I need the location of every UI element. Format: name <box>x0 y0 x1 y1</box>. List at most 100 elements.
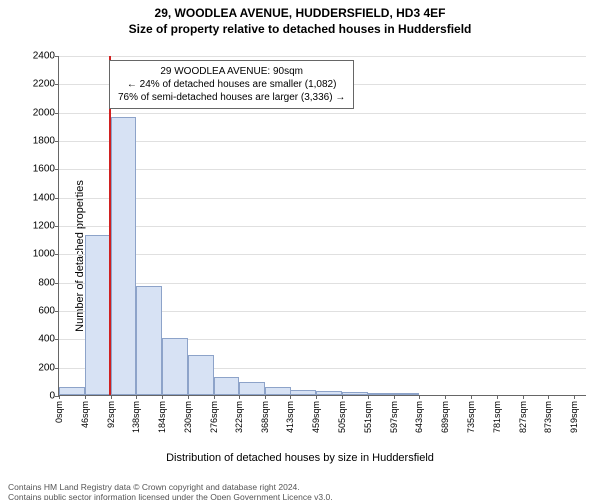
x-tick-label: 689sqm <box>440 401 450 433</box>
x-tick-label: 230sqm <box>183 401 193 433</box>
x-tick-label: 459sqm <box>311 401 321 433</box>
x-tick-mark <box>445 395 446 399</box>
y-tick-label: 2200 <box>33 79 55 90</box>
x-tick-label: 505sqm <box>337 401 347 433</box>
x-tick-mark <box>214 395 215 399</box>
y-tick-label: 1600 <box>33 164 55 175</box>
y-tick-mark <box>55 56 59 57</box>
y-tick-label: 1800 <box>33 136 55 147</box>
histogram-bar <box>111 117 137 395</box>
y-tick-mark <box>55 198 59 199</box>
x-tick-label: 919sqm <box>569 401 579 433</box>
x-tick-mark <box>316 395 317 399</box>
x-tick-mark <box>394 395 395 399</box>
x-tick-mark <box>574 395 575 399</box>
x-tick-label: 781sqm <box>492 401 502 433</box>
x-tick-label: 735sqm <box>466 401 476 433</box>
x-tick-mark <box>497 395 498 399</box>
histogram-bar <box>394 393 420 395</box>
x-tick-mark <box>162 395 163 399</box>
x-tick-label: 322sqm <box>234 401 244 433</box>
annotation-line-1: 29 WOODLEA AVENUE: 90sqm <box>118 65 345 78</box>
x-tick-mark <box>265 395 266 399</box>
grid-line <box>59 198 586 199</box>
x-tick-label: 46sqm <box>80 401 90 428</box>
y-tick-label: 200 <box>38 362 55 373</box>
y-tick-mark <box>55 226 59 227</box>
y-tick-mark <box>55 339 59 340</box>
y-tick-label: 1400 <box>33 192 55 203</box>
x-tick-label: 138sqm <box>131 401 141 433</box>
y-tick-mark <box>55 283 59 284</box>
y-tick-mark <box>55 141 59 142</box>
plot-area: 0200400600800100012001400160018002000220… <box>58 56 586 396</box>
chart-wrap: Number of detached properties 0200400600… <box>0 46 600 466</box>
grid-line <box>59 113 586 114</box>
footer-line-1: Contains HM Land Registry data © Crown c… <box>8 482 333 492</box>
x-tick-mark <box>85 395 86 399</box>
y-tick-label: 2000 <box>33 107 55 118</box>
y-tick-mark <box>55 84 59 85</box>
y-tick-mark <box>55 169 59 170</box>
x-tick-mark <box>290 395 291 399</box>
x-tick-mark <box>471 395 472 399</box>
x-tick-label: 643sqm <box>414 401 424 433</box>
y-tick-label: 2400 <box>33 51 55 62</box>
grid-line <box>59 141 586 142</box>
x-tick-label: 0sqm <box>54 401 64 423</box>
y-tick-label: 800 <box>38 277 55 288</box>
x-tick-label: 184sqm <box>157 401 167 433</box>
histogram-bar <box>316 391 342 395</box>
x-tick-label: 368sqm <box>260 401 270 433</box>
annotation-line-3: 76% of semi-detached houses are larger (… <box>118 91 345 104</box>
x-tick-mark <box>523 395 524 399</box>
chart-container: 29, WOODLEA AVENUE, HUDDERSFIELD, HD3 4E… <box>0 6 600 500</box>
x-tick-mark <box>136 395 137 399</box>
x-tick-mark <box>59 395 60 399</box>
histogram-bar <box>162 338 188 395</box>
histogram-bar <box>290 390 316 395</box>
histogram-bar <box>265 387 291 395</box>
histogram-bar <box>368 393 394 395</box>
grid-line <box>59 169 586 170</box>
x-tick-label: 413sqm <box>285 401 295 433</box>
annotation-box: 29 WOODLEA AVENUE: 90sqm← 24% of detache… <box>109 60 354 109</box>
x-tick-label: 873sqm <box>543 401 553 433</box>
x-tick-mark <box>419 395 420 399</box>
x-tick-label: 276sqm <box>209 401 219 433</box>
x-tick-mark <box>239 395 240 399</box>
y-tick-mark <box>55 113 59 114</box>
y-tick-mark <box>55 254 59 255</box>
x-tick-label: 551sqm <box>363 401 373 433</box>
x-tick-mark <box>342 395 343 399</box>
histogram-bar <box>59 387 85 396</box>
y-tick-label: 0 <box>49 391 55 402</box>
histogram-bar <box>188 355 214 395</box>
y-tick-mark <box>55 311 59 312</box>
grid-line <box>59 226 586 227</box>
y-tick-label: 600 <box>38 306 55 317</box>
y-tick-label: 400 <box>38 334 55 345</box>
x-tick-mark <box>368 395 369 399</box>
histogram-bar <box>342 392 368 395</box>
histogram-bar <box>239 382 265 395</box>
annotation-line-2: ← 24% of detached houses are smaller (1,… <box>118 78 345 91</box>
y-tick-mark <box>55 368 59 369</box>
x-tick-label: 92sqm <box>106 401 116 428</box>
grid-line <box>59 254 586 255</box>
page-subtitle: Size of property relative to detached ho… <box>0 22 600 36</box>
histogram-bar <box>85 235 111 395</box>
histogram-bar <box>214 377 240 395</box>
x-tick-mark <box>111 395 112 399</box>
footer-attribution: Contains HM Land Registry data © Crown c… <box>8 482 333 500</box>
x-tick-mark <box>548 395 549 399</box>
y-tick-label: 1000 <box>33 249 55 260</box>
footer-line-2: Contains public sector information licen… <box>8 492 333 500</box>
x-tick-label: 597sqm <box>389 401 399 433</box>
grid-line <box>59 283 586 284</box>
y-tick-label: 1200 <box>33 221 55 232</box>
page-title: 29, WOODLEA AVENUE, HUDDERSFIELD, HD3 4E… <box>0 6 600 20</box>
x-tick-mark <box>188 395 189 399</box>
histogram-bar <box>136 286 162 395</box>
x-tick-label: 827sqm <box>518 401 528 433</box>
